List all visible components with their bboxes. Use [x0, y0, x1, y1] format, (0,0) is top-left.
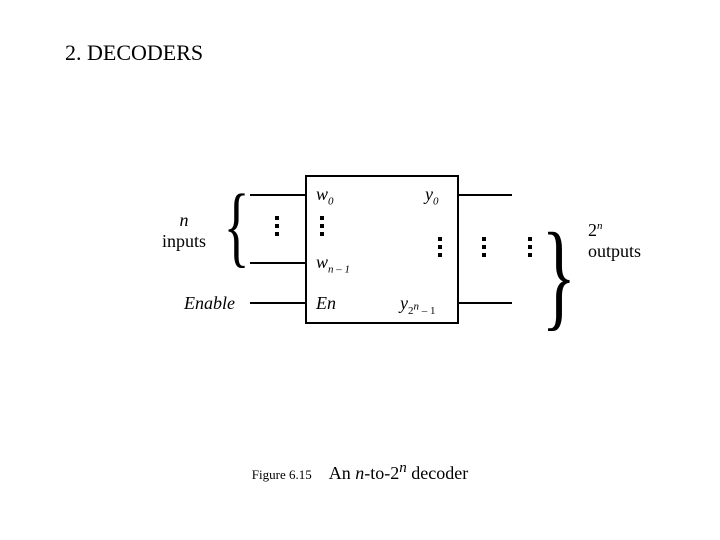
caption-text: An n-to-2n decoder: [329, 463, 468, 483]
page-title: 2. DECODERS: [65, 40, 203, 66]
vdots-right-brace: [528, 237, 532, 257]
label-n-inputs: n inputs: [162, 210, 206, 252]
vdots-inside-right: [438, 237, 442, 257]
vdots-output-wire: [482, 237, 486, 257]
label-inputs: inputs: [162, 231, 206, 251]
wire-enable: [250, 302, 305, 304]
label-w0: w0: [316, 184, 334, 208]
wire-w0: [250, 194, 305, 196]
wire-wn1: [250, 262, 305, 264]
vdots-inside-left: [320, 216, 324, 236]
label-y0: y0: [425, 184, 439, 208]
brace-inputs: {: [224, 182, 250, 272]
label-y2n1: y2n – 1: [400, 293, 436, 317]
wire-y0: [457, 194, 512, 196]
label-en: En: [316, 293, 336, 314]
figure-number: Figure 6.15: [252, 467, 312, 482]
brace-outputs: }: [542, 215, 577, 335]
label-2n-outputs: 2n outputs: [588, 220, 641, 262]
vdots-input-wire: [275, 216, 279, 236]
wire-y2n1: [457, 302, 512, 304]
label-wn1: wn – 1: [316, 252, 350, 276]
label-n: n: [180, 210, 189, 230]
figure-caption: Figure 6.15 An n-to-2n decoder: [0, 460, 720, 484]
label-enable: Enable: [184, 293, 235, 314]
